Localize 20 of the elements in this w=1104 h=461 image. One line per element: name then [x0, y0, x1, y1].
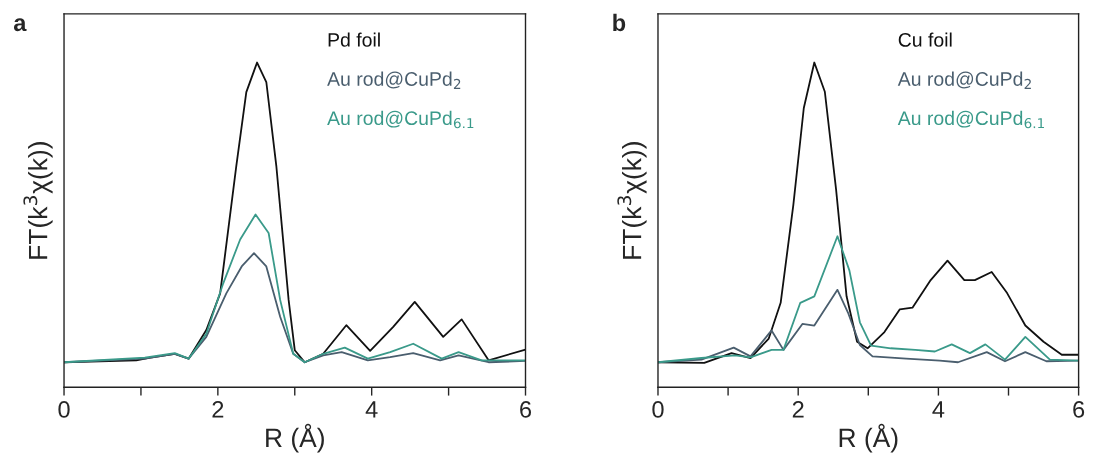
y-axis-title: FT(k$^{3}$χ(k)): [617, 142, 647, 259]
x-axis-title: R (Å): [266, 423, 324, 453]
text: Au rod@CuPd$_{2}$: [897, 71, 1031, 89]
x-tick-label: 0: [58, 401, 70, 418]
x-tick-label: 6: [1073, 401, 1085, 418]
x-tick-label: 2: [792, 401, 804, 418]
text: b: [613, 13, 626, 32]
x-tick-label: 0: [652, 401, 664, 418]
text: Au rod@CuPd$_{6.1}$: [897, 110, 1044, 129]
text: Au rod@CuPd$_{2}$: [327, 71, 461, 89]
text: a: [13, 18, 27, 32]
text: Cu foil: [898, 32, 952, 47]
y-axis-title: FT(k$^{3}$χ(k)): [23, 142, 53, 259]
x-axis-title: R (Å): [839, 423, 898, 453]
text: Pd foil: [328, 32, 380, 47]
text: Au rod@CuPd$_{6.1}$: [327, 110, 474, 129]
x-tick-label: 4: [932, 401, 945, 418]
x-tick-label: 4: [365, 401, 378, 418]
x-tick-label: 2: [212, 401, 224, 418]
x-tick-label: 6: [520, 401, 532, 418]
